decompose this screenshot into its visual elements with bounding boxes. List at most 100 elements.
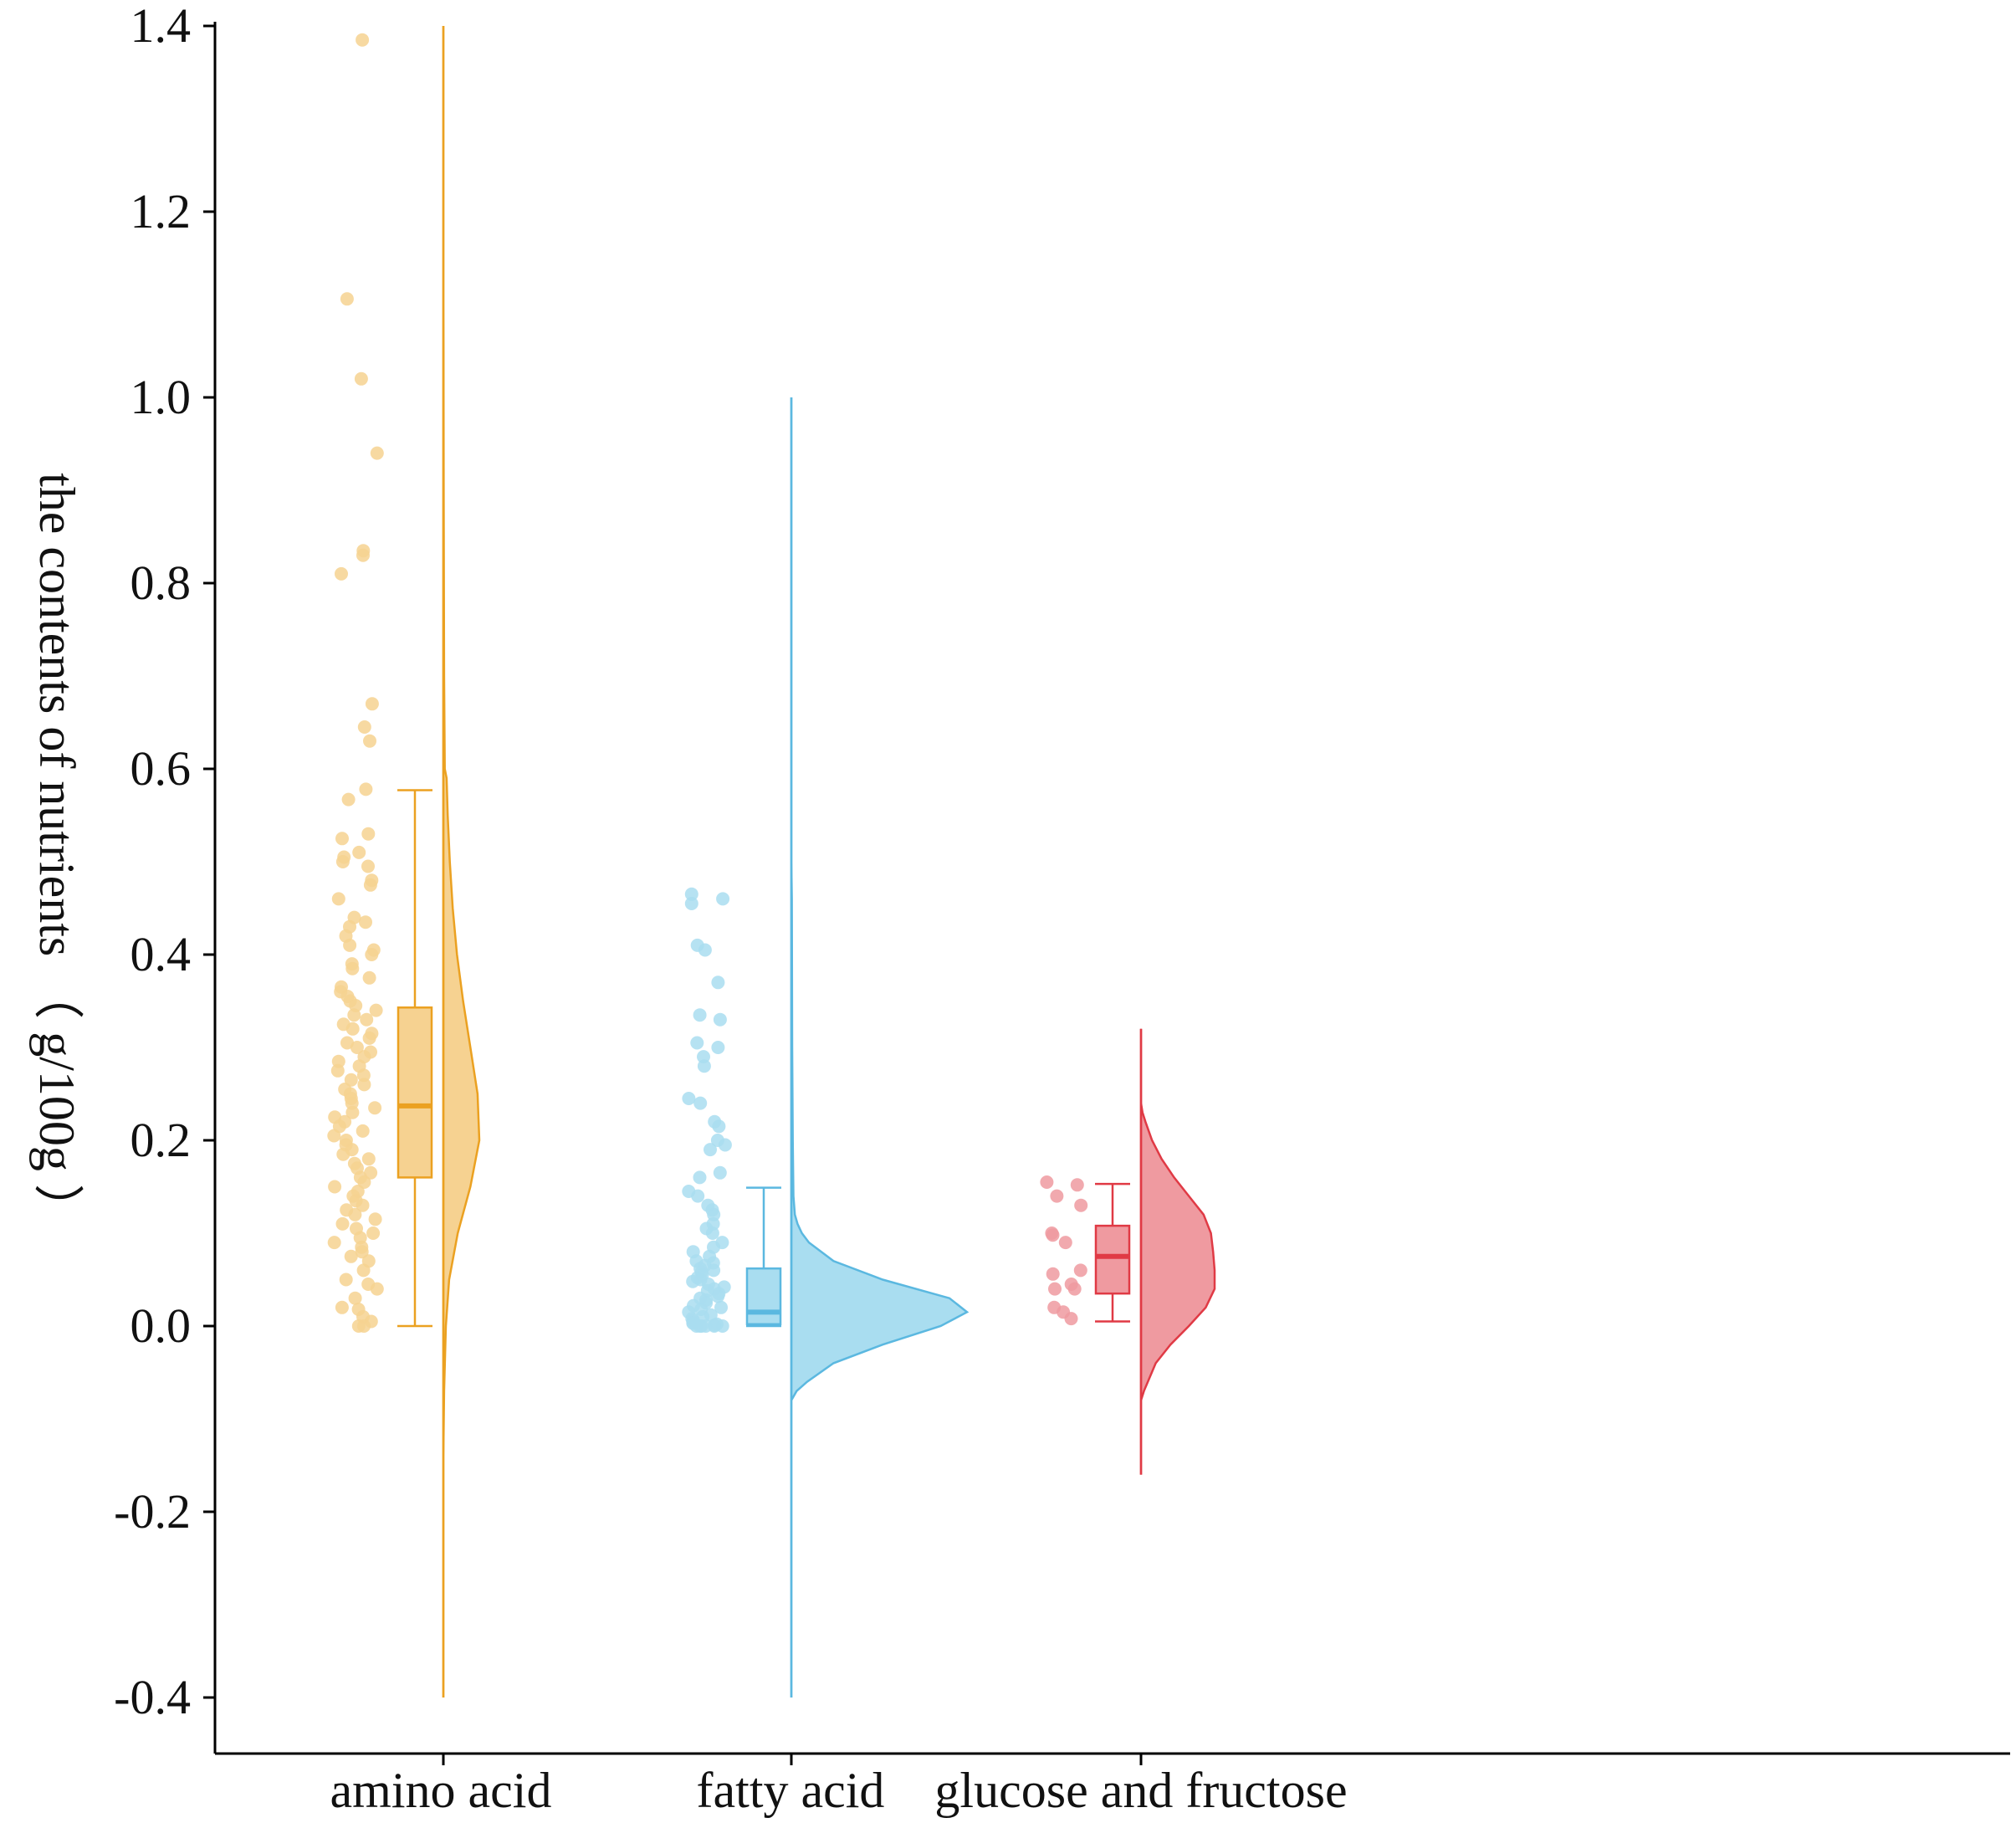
data-point: [714, 1300, 728, 1314]
data-point: [363, 878, 377, 892]
data-point: [354, 371, 368, 386]
y-tick-label: 1.2: [130, 184, 192, 238]
data-point: [327, 1129, 341, 1143]
data-point: [365, 948, 379, 961]
amino-density-cloud: [442, 26, 481, 1698]
data-point: [364, 1165, 378, 1180]
data-point: [359, 915, 372, 929]
data-point: [356, 1263, 371, 1278]
fatty-box: [745, 1267, 782, 1326]
data-point: [340, 292, 354, 306]
data-point: [344, 1249, 358, 1263]
data-point: [1073, 1263, 1087, 1278]
sugar-points: [1040, 1175, 1088, 1326]
data-point: [357, 1078, 371, 1092]
fatty-points: [682, 887, 732, 1333]
data-point: [335, 1216, 350, 1231]
y-tick-label: 0.4: [130, 927, 192, 981]
data-point: [370, 446, 384, 460]
fatty-density-cloud: [790, 397, 970, 1698]
data-point: [693, 1319, 707, 1333]
data-point: [352, 845, 366, 859]
data-point: [361, 859, 375, 873]
data-point: [335, 566, 348, 581]
data-point: [362, 1031, 376, 1045]
y-tick-label: -0.2: [114, 1484, 191, 1539]
fatty-category-label: fatty acid: [697, 1763, 885, 1818]
data-point: [1040, 1175, 1054, 1189]
data-point: [368, 1101, 382, 1115]
data-point: [335, 832, 349, 846]
data-point: [356, 1124, 370, 1138]
data-point: [1046, 1228, 1060, 1242]
data-point: [718, 1138, 732, 1152]
data-point: [339, 1273, 353, 1287]
data-point: [1048, 1282, 1062, 1296]
data-point: [365, 697, 379, 711]
data-point: [345, 1022, 360, 1036]
series-layer: [327, 26, 1216, 1698]
sugar-box: [1094, 1224, 1131, 1295]
data-point: [363, 734, 376, 748]
data-point: [360, 1012, 374, 1027]
data-point: [350, 1041, 364, 1054]
data-point: [357, 720, 371, 734]
y-tick-label: 0.8: [130, 556, 192, 610]
data-point: [361, 1152, 376, 1166]
data-point: [693, 1096, 708, 1110]
data-point: [330, 1063, 345, 1078]
data-point: [1074, 1198, 1088, 1212]
data-point: [345, 961, 360, 976]
y-ticks: -0.4 -0.2 0.0 0.2 0.4 0.6 0.8 1.0 1.2 1.4: [114, 0, 215, 1724]
data-point: [359, 782, 373, 796]
data-point: [368, 1212, 382, 1226]
amino-series: [327, 26, 481, 1698]
data-point: [715, 1319, 729, 1333]
data-point: [357, 1319, 371, 1333]
data-point: [698, 943, 712, 957]
data-point: [684, 897, 698, 910]
data-point: [1050, 1189, 1064, 1203]
data-point: [1058, 1236, 1072, 1250]
data-point: [328, 1180, 342, 1194]
data-point: [362, 970, 376, 985]
data-point: [369, 1003, 383, 1017]
data-point: [335, 1300, 349, 1314]
data-point: [711, 1041, 725, 1054]
data-point: [356, 33, 370, 47]
data-point: [361, 827, 376, 841]
data-point: [341, 792, 356, 807]
data-point: [343, 938, 357, 952]
sugar-category-label: glucose and fructose: [934, 1763, 1347, 1818]
data-point: [713, 1012, 727, 1027]
amino-points: [327, 33, 384, 1333]
data-point: [705, 1226, 719, 1240]
data-point: [340, 1036, 354, 1050]
data-point: [1064, 1312, 1078, 1326]
data-point: [1046, 1267, 1060, 1281]
data-point: [713, 1165, 727, 1180]
data-point: [366, 1226, 381, 1240]
category-labels: amino acid fatty acid glucose and fructose: [330, 1754, 1348, 1818]
data-point: [345, 1105, 360, 1119]
data-point: [707, 1263, 721, 1278]
data-point: [711, 976, 725, 990]
data-point: [686, 1274, 700, 1288]
data-point: [331, 892, 345, 906]
fatty-series: [682, 397, 970, 1698]
y-tick-label: -0.4: [114, 1670, 191, 1724]
data-point: [348, 1291, 362, 1305]
y-tick-label: 1.4: [130, 0, 192, 53]
y-tick-label: 0.6: [130, 741, 192, 796]
data-point: [684, 887, 698, 901]
data-point: [682, 1092, 696, 1105]
data-point: [716, 892, 730, 906]
data-point: [711, 1289, 725, 1303]
data-point: [1070, 1178, 1084, 1192]
data-point: [347, 1008, 361, 1022]
y-tick-label: 1.0: [130, 370, 192, 424]
data-point: [693, 1008, 707, 1022]
data-point: [690, 1036, 704, 1050]
